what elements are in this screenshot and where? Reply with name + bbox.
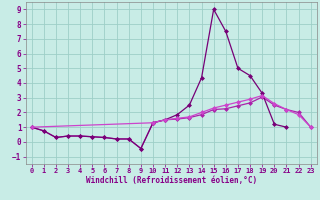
X-axis label: Windchill (Refroidissement éolien,°C): Windchill (Refroidissement éolien,°C) [86,176,257,185]
